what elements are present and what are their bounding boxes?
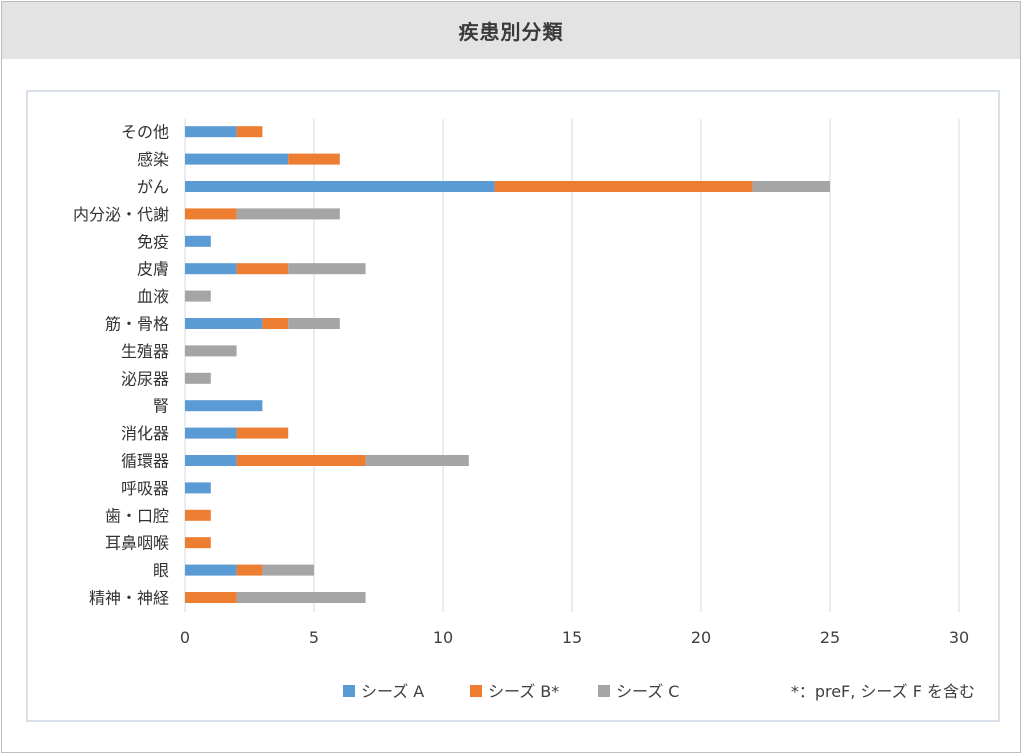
header-bar: 疾患別分類 xyxy=(2,2,1020,59)
bar-segment xyxy=(185,181,495,192)
category-label: 呼吸器 xyxy=(121,479,169,498)
legend-swatch xyxy=(470,685,482,697)
bar-segment xyxy=(288,263,366,275)
x-axis-ticks: 0 5 10 15 20 25 30 xyxy=(180,628,969,647)
x-tick-label: 10 xyxy=(433,628,453,647)
bar-segment xyxy=(236,263,289,275)
x-tick-label: 25 xyxy=(820,628,840,647)
bar-segment xyxy=(185,427,237,439)
bar-segment xyxy=(236,208,340,220)
bar-segment xyxy=(185,400,263,412)
gridlines xyxy=(184,119,960,612)
x-tick-label: 20 xyxy=(691,628,711,647)
category-label: 耳鼻咽喉 xyxy=(105,534,169,553)
bar-segment xyxy=(236,564,263,576)
footnote: *：preF, シーズ F を含む xyxy=(791,682,975,701)
bar-segment xyxy=(262,564,314,576)
page-title: 疾患別分類 xyxy=(458,20,564,44)
category-label: 精神・神経 xyxy=(89,589,169,608)
legend-label: シーズ C xyxy=(616,682,679,701)
category-label: 腎 xyxy=(153,397,169,416)
legend-swatch xyxy=(598,685,610,697)
bar-segment xyxy=(288,318,340,329)
chart-area xyxy=(26,90,1000,722)
category-label: 感染 xyxy=(137,150,169,169)
bar-segment xyxy=(236,126,263,138)
category-label: 眼 xyxy=(153,561,169,580)
bar-segment xyxy=(185,455,237,466)
bar-segment xyxy=(262,318,289,329)
legend-swatch xyxy=(343,685,355,697)
bar-segment xyxy=(236,427,289,439)
category-label: その他 xyxy=(121,123,169,142)
category-label: 消化器 xyxy=(121,424,169,443)
bar-segment xyxy=(185,263,237,275)
bar-segment xyxy=(185,537,211,549)
x-tick-label: 0 xyxy=(180,628,190,647)
bar-segment xyxy=(185,509,211,521)
bar-segment xyxy=(752,181,830,192)
bar-segment xyxy=(365,455,469,466)
bar-segment xyxy=(185,592,237,603)
bar-segment xyxy=(185,318,263,329)
category-label: 免疫 xyxy=(137,232,169,251)
category-label: 循環器 xyxy=(121,452,169,471)
x-tick-label: 5 xyxy=(309,628,319,647)
category-labels: その他感染がん内分泌・代謝免疫皮膚血液筋・骨格生殖器泌尿器腎消化器循環器呼吸器歯… xyxy=(73,123,169,608)
bar-segment xyxy=(185,482,211,494)
bar-segment xyxy=(185,372,211,384)
category-label: 皮膚 xyxy=(137,260,169,279)
category-label: がん xyxy=(137,178,169,197)
bar-segment xyxy=(185,208,237,220)
category-label: 筋・骨格 xyxy=(105,315,169,334)
bar-segment xyxy=(494,181,753,192)
legend-label: シーズ A xyxy=(361,682,424,701)
category-label: 生殖器 xyxy=(121,342,169,361)
legend-label: シーズ B* xyxy=(488,682,559,701)
bar-segment xyxy=(185,153,289,165)
category-label: 内分泌・代謝 xyxy=(73,205,169,224)
bar-segment xyxy=(185,235,211,247)
category-label: 歯・口腔 xyxy=(105,506,169,525)
x-tick-label: 30 xyxy=(949,628,969,647)
bar-segment xyxy=(288,153,340,165)
legend: シーズ A シーズ B* シーズ C xyxy=(343,682,679,701)
bar-segment xyxy=(236,455,366,466)
bar-segment xyxy=(185,564,237,576)
category-label: 血液 xyxy=(137,287,169,306)
category-label: 泌尿器 xyxy=(121,369,169,388)
bar-segment xyxy=(236,592,366,603)
bar-segment xyxy=(185,290,211,302)
bars xyxy=(185,126,830,603)
bar-segment xyxy=(185,345,237,357)
x-tick-label: 15 xyxy=(562,628,582,647)
bar-segment xyxy=(185,126,237,138)
